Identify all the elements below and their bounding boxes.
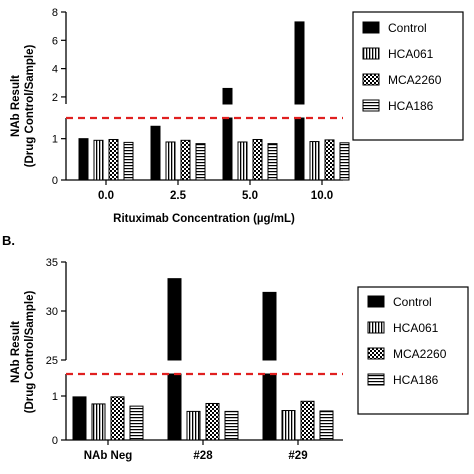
x-tick-label: #29 — [288, 450, 307, 462]
bar-control-1 — [150, 125, 161, 181]
bar-hca186-2 — [267, 143, 278, 181]
y-tick-label: 6 — [52, 35, 58, 47]
y-axis-label: (Drug Control/Sample) — [24, 45, 36, 168]
x-tick-label: 5.0 — [242, 190, 258, 202]
y-tick-label: 8 — [52, 7, 58, 19]
bar-mca2260-2 — [252, 138, 263, 181]
legend-swatch-hca061 — [362, 47, 380, 60]
legend-label-hca061: HCA061 — [393, 321, 439, 335]
y-tick-label: 35 — [46, 257, 58, 269]
panel-label: B. — [2, 233, 15, 248]
x-axis-label: Rituximab Concentration (µg/mL) — [113, 213, 295, 225]
bar-mca2260-3 — [324, 139, 335, 181]
y-tick-label: 1 — [52, 391, 58, 403]
bar-hca186-0 — [129, 405, 144, 441]
bar-hca186-1 — [195, 143, 206, 181]
y-axis-label: (Drug Control/Sample) — [24, 291, 36, 414]
bar-hca061-0 — [91, 403, 106, 441]
bar-mca2260-1 — [180, 139, 191, 181]
bar-control-1-upper — [167, 278, 182, 361]
legend-swatch-mca2260 — [362, 73, 380, 86]
y-tick-label: 0 — [52, 435, 58, 447]
y-tick-label: 0 — [52, 175, 58, 187]
bar-mca2260-0 — [108, 138, 119, 181]
legend-swatch-mca2260 — [367, 347, 385, 360]
y-tick-label: 1 — [52, 134, 58, 146]
legend-label-mca2260: MCA2260 — [388, 73, 442, 87]
legend-swatch-hca061 — [367, 321, 385, 334]
bar-hca186-0 — [123, 141, 134, 181]
bar-control-0 — [72, 396, 87, 441]
legend-label-control: Control — [393, 295, 432, 309]
x-tick-label: 10.0 — [311, 190, 333, 202]
bar-control-2-upper — [222, 87, 233, 105]
bar-control-1-lower — [167, 373, 182, 441]
x-tick-label: 0.0 — [98, 190, 114, 202]
legend-swatch-hca186 — [367, 373, 385, 386]
bar-control-2-lower — [262, 373, 277, 441]
bar-mca2260-1 — [205, 402, 220, 441]
bar-mca2260-2 — [300, 400, 315, 441]
legend-swatch-control — [362, 21, 380, 34]
legend-swatch-control — [367, 295, 385, 308]
y-tick-label: 2 — [52, 92, 58, 104]
bar-hca061-1 — [165, 141, 176, 181]
bar-hca061-0 — [93, 139, 104, 181]
y-tick-label: 25 — [46, 355, 58, 367]
y-axis-label: NAb Result — [10, 321, 22, 383]
legend-label-control: Control — [388, 21, 427, 35]
legend-label-hca186: HCA186 — [388, 99, 434, 113]
bar-control-0 — [78, 138, 89, 181]
legend-label-hca186: HCA186 — [393, 373, 439, 387]
x-tick-label: #28 — [193, 450, 213, 462]
bar-hca061-3 — [309, 141, 320, 181]
bar-hca186-3 — [339, 142, 350, 181]
x-tick-label: 2.5 — [170, 190, 187, 202]
legend-swatch-hca186 — [362, 99, 380, 112]
bar-control-2-lower — [222, 117, 233, 181]
bar-hca186-2 — [319, 410, 334, 441]
legend-label-hca061: HCA061 — [388, 47, 434, 61]
y-tick-label: 4 — [52, 64, 58, 76]
y-axis-label: NAb Result — [10, 75, 22, 137]
chart-panel-b: B. 25 30 35 0 1 NAb Neg #28 #29 NAb Result (Drug C… — [2, 233, 469, 462]
bar-hca061-2 — [237, 141, 248, 181]
bar-hca186-1 — [224, 410, 239, 441]
bar-hca061-1 — [186, 410, 201, 441]
bar-control-3-upper — [294, 21, 305, 105]
bar-mca2260-0 — [110, 396, 125, 441]
bar-control-2-upper — [262, 291, 277, 361]
y-tick-label: 30 — [46, 306, 58, 318]
bar-control-3-lower — [294, 117, 305, 181]
x-tick-label: NAb Neg — [84, 450, 133, 462]
bar-hca061-2 — [281, 410, 296, 441]
legend-label-mca2260: MCA2260 — [393, 347, 447, 361]
